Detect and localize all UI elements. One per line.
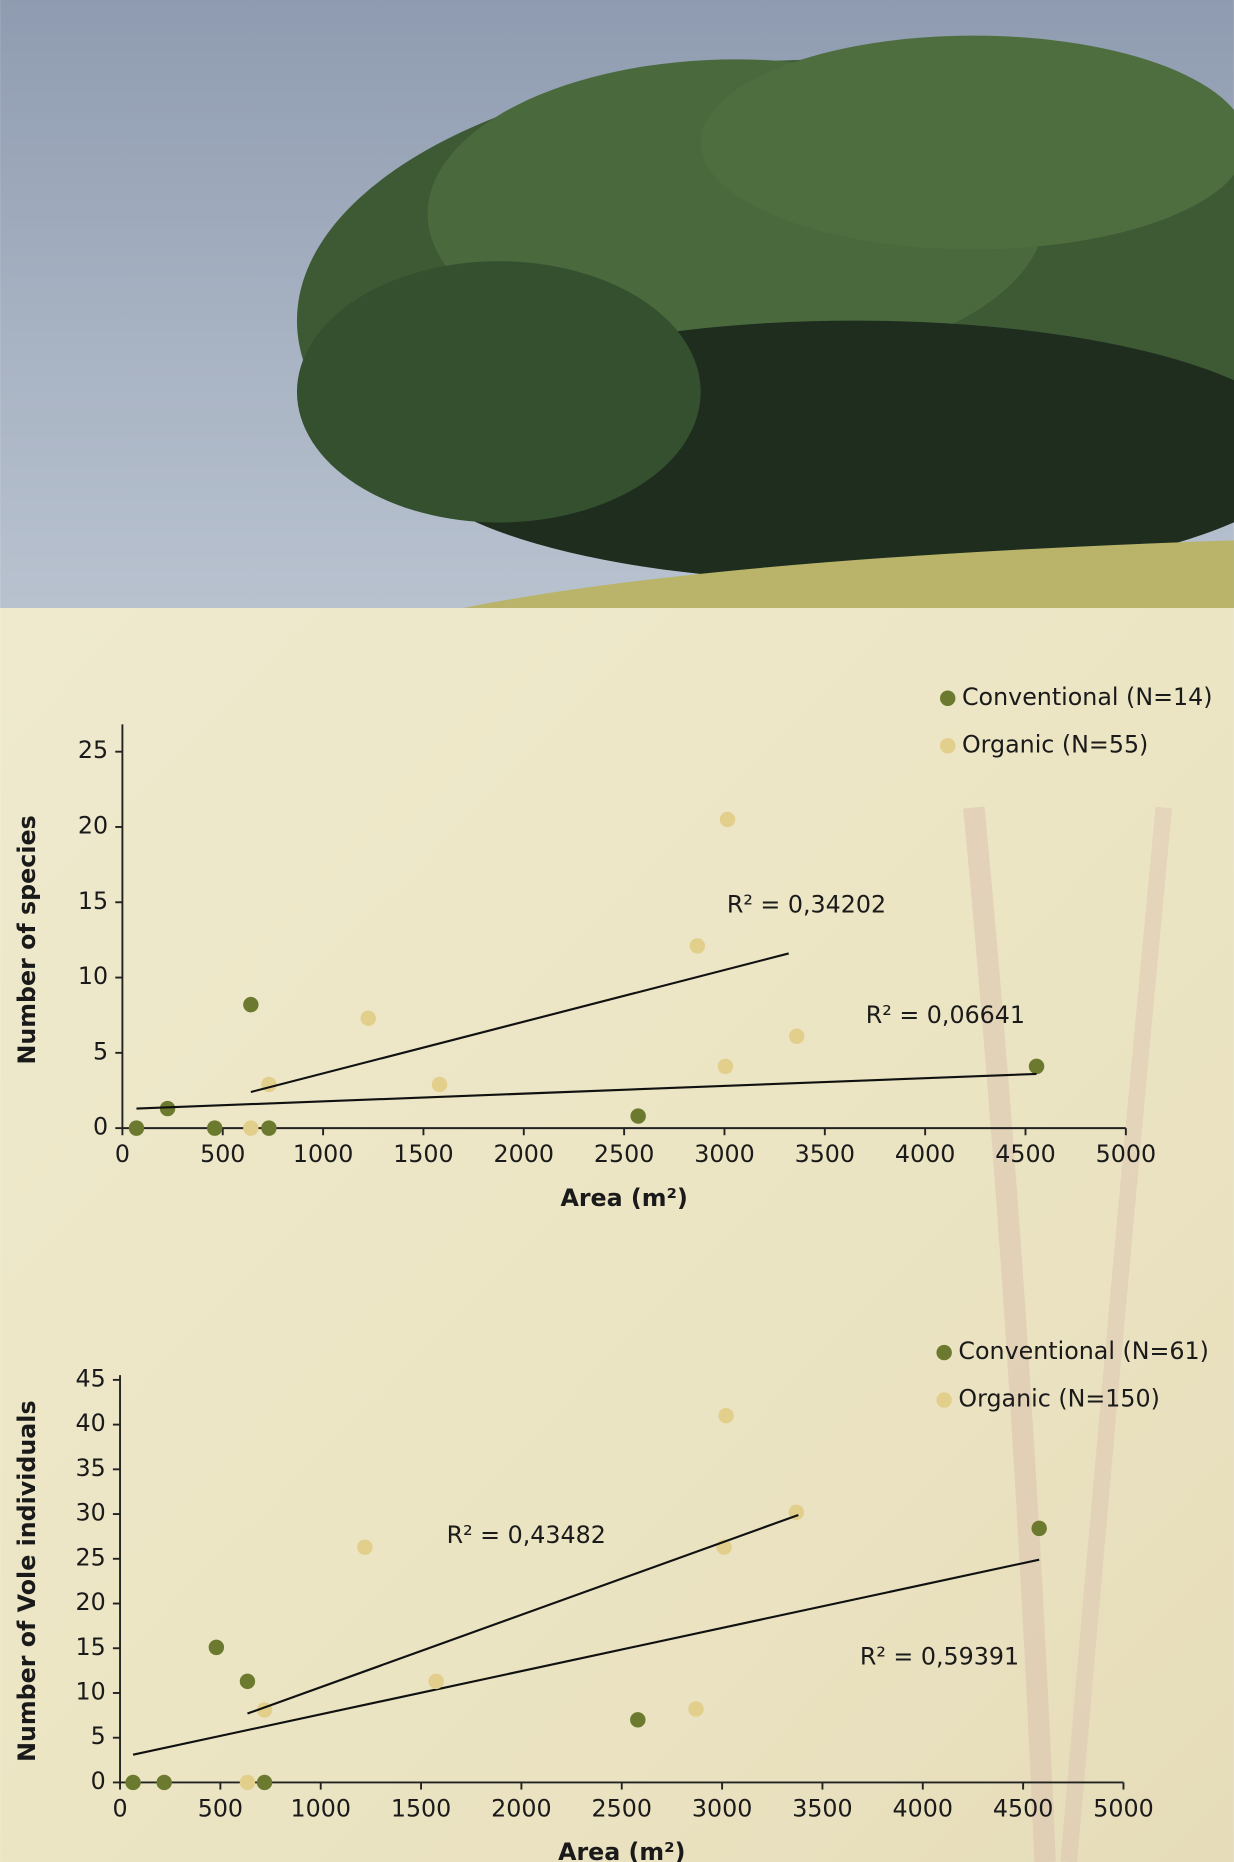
data-point (432, 1077, 447, 1092)
x-tick-label: 5000 (1093, 1794, 1153, 1822)
y-tick-label: 0 (91, 1767, 106, 1795)
x-tick-label: 0 (115, 1140, 130, 1168)
data-point (129, 1120, 144, 1135)
data-point (690, 938, 705, 953)
data-point (207, 1120, 222, 1135)
data-point (718, 1408, 733, 1423)
data-point (361, 1010, 376, 1025)
data-point (630, 1712, 645, 1727)
data-point (357, 1539, 372, 1554)
y-axis-label: Number of species (13, 815, 41, 1064)
y-tick-label: 35 (76, 1454, 106, 1482)
legend-swatch (940, 691, 955, 706)
y-axis-label: Number of Vole individuals (13, 1400, 41, 1761)
data-point (156, 1775, 171, 1790)
x-axis-label: Area (m²) (558, 1838, 685, 1862)
annotation: R² = 0,59391 (860, 1642, 1019, 1670)
annotation: R² = 0,43482 (447, 1521, 606, 1549)
legend-label: Conventional (N=14) (962, 683, 1213, 711)
y-tick-label: 25 (76, 1543, 106, 1571)
data-point (243, 1120, 258, 1135)
x-tick-label: 5000 (1096, 1140, 1156, 1168)
data-point (240, 1674, 255, 1689)
legend-label: Conventional (N=61) (958, 1337, 1209, 1365)
data-point (688, 1701, 703, 1716)
data-point (125, 1775, 140, 1790)
x-tick-label: 1500 (393, 1140, 453, 1168)
legend-swatch (936, 1392, 951, 1407)
x-tick-label: 3500 (795, 1140, 855, 1168)
x-tick-label: 1500 (391, 1794, 451, 1822)
page: {"chart_data": [ {"type": "scatter", "x_… (0, 0, 1234, 1862)
data-point (257, 1775, 272, 1790)
y-tick-label: 20 (76, 1588, 106, 1616)
y-tick-label: 45 (76, 1364, 106, 1392)
x-tick-label: 500 (198, 1794, 243, 1822)
data-point (630, 1108, 645, 1123)
data-point (789, 1029, 804, 1044)
data-point (720, 812, 735, 827)
data-point (1031, 1521, 1046, 1536)
x-tick-label: 1000 (293, 1140, 353, 1168)
x-tick-label: 4000 (895, 1140, 955, 1168)
y-tick-label: 15 (78, 887, 108, 915)
data-point (209, 1640, 224, 1655)
field (0, 608, 1234, 1862)
x-tick-label: 3000 (694, 1140, 754, 1168)
data-point (428, 1674, 443, 1689)
data-point (240, 1775, 255, 1790)
y-tick-label: 5 (93, 1037, 108, 1065)
x-tick-label: 500 (200, 1140, 245, 1168)
y-tick-label: 20 (78, 811, 108, 839)
x-tick-label: 0 (112, 1794, 127, 1822)
y-tick-label: 15 (76, 1633, 106, 1661)
annotation: R² = 0,06641 (866, 1001, 1025, 1029)
x-tick-label: 3000 (692, 1794, 752, 1822)
x-tick-label: 4000 (893, 1794, 953, 1822)
data-point (261, 1077, 276, 1092)
x-tick-label: 1000 (290, 1794, 350, 1822)
x-tick-label: 2500 (592, 1794, 652, 1822)
y-tick-label: 10 (78, 962, 108, 990)
annotation: R² = 0,34202 (727, 891, 886, 919)
y-tick-label: 25 (78, 736, 108, 764)
y-tick-label: 40 (76, 1409, 106, 1437)
legend-swatch (936, 1345, 951, 1360)
y-tick-label: 5 (91, 1722, 106, 1750)
x-tick-label: 2500 (594, 1140, 654, 1168)
y-tick-label: 30 (76, 1499, 106, 1527)
data-point (261, 1120, 276, 1135)
y-tick-label: 10 (76, 1677, 106, 1705)
x-tick-label: 4500 (993, 1794, 1053, 1822)
legend-label: Organic (N=150) (958, 1385, 1159, 1413)
data-point (1029, 1059, 1044, 1074)
legend-swatch (940, 738, 955, 753)
data-point (243, 997, 258, 1012)
y-tick-label: 0 (93, 1113, 108, 1141)
chart: 0510152025050010001500200025003000350040… (0, 0, 1234, 1862)
x-tick-label: 3500 (792, 1794, 852, 1822)
x-axis-label: Area (m²) (560, 1184, 687, 1212)
x-tick-label: 2000 (494, 1140, 554, 1168)
x-tick-label: 2000 (491, 1794, 551, 1822)
x-tick-label: 4500 (995, 1140, 1055, 1168)
legend-label: Organic (N=55) (962, 730, 1148, 758)
data-point (718, 1059, 733, 1074)
